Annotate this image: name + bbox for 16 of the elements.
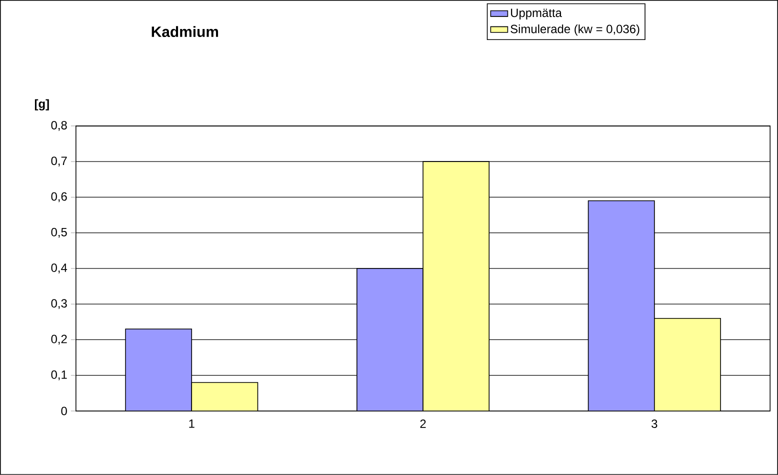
x-tick-label: 1 (189, 420, 194, 428)
y-tick-label: 0,2 (51, 334, 67, 345)
y-tick-label: 0,3 (51, 299, 67, 310)
legend-label: Simulerade (kw = 0,036) (510, 24, 640, 36)
y-tick-label: 0,4 (51, 264, 68, 274)
y-tick-label: 0,8 (51, 121, 67, 131)
y-tick-label: 0,1 (51, 370, 67, 380)
x-tick-label: 3 (652, 420, 658, 428)
x-tick-label: 2 (420, 420, 426, 428)
y-axis-title: [g] (34, 99, 49, 110)
y-tick-label: 0,7 (51, 156, 67, 167)
legend-label: Uppmätta (511, 8, 562, 20)
y-tick-label: 0 (61, 406, 67, 416)
y-tick-label: 0,6 (51, 192, 67, 202)
chart-title: Kadmium (152, 26, 218, 38)
y-tick-label: 0,5 (51, 228, 67, 238)
